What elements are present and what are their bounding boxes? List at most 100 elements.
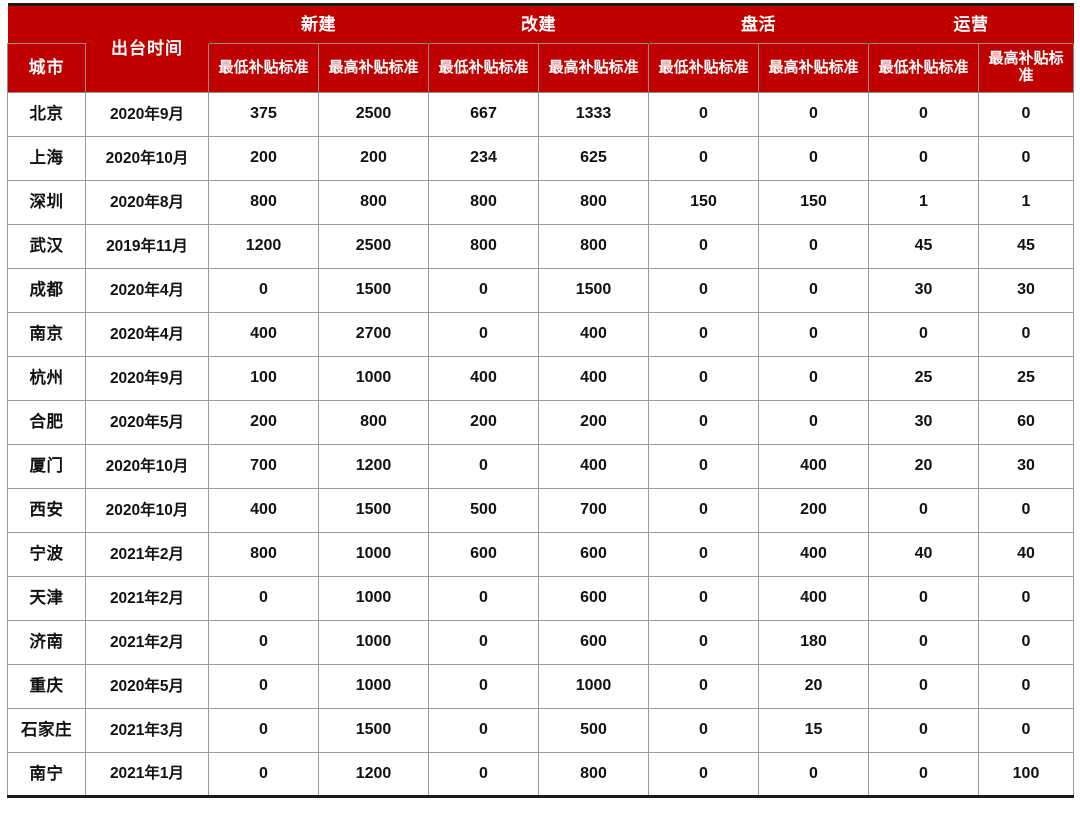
cell-value: 375 bbox=[208, 92, 319, 137]
city-subsidy-table: 出台时间 新建 改建 盘活 运营 城市 最低补贴标准 最高补贴标准 最低补贴标准… bbox=[7, 3, 1074, 798]
cell-value: 800 bbox=[208, 180, 319, 225]
cell-value: 600 bbox=[538, 620, 649, 665]
cell-value: 1200 bbox=[208, 224, 319, 269]
cell-date: 2020年5月 bbox=[85, 400, 209, 445]
cell-value: 1500 bbox=[538, 268, 649, 313]
cell-value: 400 bbox=[428, 356, 539, 401]
cell-value: 0 bbox=[868, 708, 979, 753]
cell-city: 重庆 bbox=[7, 664, 86, 709]
cell-value: 667 bbox=[428, 92, 539, 137]
cell-value: 0 bbox=[208, 664, 319, 709]
cell-value: 40 bbox=[868, 532, 979, 577]
cell-value: 0 bbox=[428, 664, 539, 709]
cell-value: 700 bbox=[208, 444, 319, 489]
cell-value: 200 bbox=[758, 488, 869, 533]
cell-city: 天津 bbox=[7, 576, 86, 621]
cell-value: 0 bbox=[208, 268, 319, 313]
cell-city: 南宁 bbox=[7, 752, 86, 797]
cell-value: 0 bbox=[978, 136, 1074, 181]
cell-value: 0 bbox=[648, 400, 759, 445]
cell-city: 成都 bbox=[7, 268, 86, 313]
cell-value: 0 bbox=[428, 620, 539, 665]
cell-value: 0 bbox=[978, 620, 1074, 665]
cell-value: 200 bbox=[318, 136, 429, 181]
cell-value: 0 bbox=[648, 92, 759, 137]
cell-value: 1333 bbox=[538, 92, 649, 137]
cell-value: 1200 bbox=[318, 752, 429, 797]
cell-value: 234 bbox=[428, 136, 539, 181]
cell-value: 0 bbox=[648, 356, 759, 401]
cell-value: 1200 bbox=[318, 444, 429, 489]
group-header-panhuo: 盘活 bbox=[648, 4, 869, 44]
cell-city: 厦门 bbox=[7, 444, 86, 489]
group-header-xinjian: 新建 bbox=[208, 4, 429, 44]
table-row: 上海 2020年10月 200 200 234 625 0 0 0 0 bbox=[7, 136, 1074, 181]
cell-city: 武汉 bbox=[7, 224, 86, 269]
group-header-row: 出台时间 新建 改建 盘活 运营 bbox=[7, 4, 1074, 93]
cell-date: 2021年2月 bbox=[85, 576, 209, 621]
sub-header-gaijian-min: 最低补贴标准 bbox=[428, 43, 539, 93]
sub-header-gaijian-max: 最高补贴标准 bbox=[538, 43, 649, 93]
cell-city: 杭州 bbox=[7, 356, 86, 401]
cell-value: 0 bbox=[758, 312, 869, 357]
cell-value: 30 bbox=[978, 444, 1074, 489]
cell-value: 0 bbox=[648, 268, 759, 313]
cell-value: 400 bbox=[538, 356, 649, 401]
cell-city: 合肥 bbox=[7, 400, 86, 445]
cell-value: 2700 bbox=[318, 312, 429, 357]
cell-value: 0 bbox=[648, 752, 759, 797]
cell-value: 0 bbox=[978, 312, 1074, 357]
cell-value: 25 bbox=[868, 356, 979, 401]
cell-value: 15 bbox=[758, 708, 869, 753]
header-city: 城市 bbox=[7, 43, 86, 93]
cell-date: 2020年10月 bbox=[85, 136, 209, 181]
cell-value: 600 bbox=[428, 532, 539, 577]
table-row: 合肥 2020年5月 200 800 200 200 0 0 30 60 bbox=[7, 400, 1074, 445]
cell-value: 1000 bbox=[318, 576, 429, 621]
cell-value: 1500 bbox=[318, 268, 429, 313]
table-row: 武汉 2019年11月 1200 2500 800 800 0 0 45 45 bbox=[7, 224, 1074, 269]
cell-value: 0 bbox=[648, 136, 759, 181]
cell-value: 500 bbox=[538, 708, 649, 753]
cell-value: 400 bbox=[758, 576, 869, 621]
cell-value: 0 bbox=[868, 664, 979, 709]
cell-value: 20 bbox=[758, 664, 869, 709]
cell-value: 0 bbox=[978, 664, 1074, 709]
cell-value: 0 bbox=[868, 576, 979, 621]
cell-value: 0 bbox=[208, 576, 319, 621]
cell-value: 1000 bbox=[318, 532, 429, 577]
cell-date: 2020年10月 bbox=[85, 488, 209, 533]
cell-value: 0 bbox=[648, 708, 759, 753]
cell-value: 40 bbox=[978, 532, 1074, 577]
table-row: 重庆 2020年5月 0 1000 0 1000 0 20 0 0 bbox=[7, 664, 1074, 709]
sub-header-panhuo-min: 最低补贴标准 bbox=[648, 43, 759, 93]
cell-value: 800 bbox=[208, 532, 319, 577]
cell-value: 0 bbox=[758, 136, 869, 181]
cell-value: 0 bbox=[758, 356, 869, 401]
cell-value: 200 bbox=[208, 400, 319, 445]
table-header: 出台时间 新建 改建 盘活 运营 城市 最低补贴标准 最高补贴标准 最低补贴标准… bbox=[7, 4, 1074, 93]
cell-value: 2500 bbox=[318, 92, 429, 137]
cell-value: 400 bbox=[758, 444, 869, 489]
cell-value: 400 bbox=[208, 488, 319, 533]
cell-date: 2021年2月 bbox=[85, 532, 209, 577]
cell-value: 0 bbox=[868, 136, 979, 181]
cell-value: 700 bbox=[538, 488, 649, 533]
cell-value: 150 bbox=[648, 180, 759, 225]
sub-header-row: 城市 最低补贴标准 最高补贴标准 最低补贴标准 最高补贴标准 最低补贴标准 最高… bbox=[7, 43, 1074, 93]
cell-value: 800 bbox=[428, 180, 539, 225]
cell-date: 2020年4月 bbox=[85, 312, 209, 357]
cell-value: 0 bbox=[428, 312, 539, 357]
cell-date: 2021年1月 bbox=[85, 752, 209, 797]
cell-value: 1500 bbox=[318, 708, 429, 753]
cell-city: 西安 bbox=[7, 488, 86, 533]
cell-value: 30 bbox=[868, 268, 979, 313]
cell-value: 0 bbox=[978, 576, 1074, 621]
cell-value: 400 bbox=[208, 312, 319, 357]
cell-value: 0 bbox=[868, 92, 979, 137]
cell-value: 0 bbox=[648, 444, 759, 489]
cell-value: 0 bbox=[978, 488, 1074, 533]
cell-date: 2020年9月 bbox=[85, 356, 209, 401]
cell-value: 0 bbox=[648, 224, 759, 269]
cell-value: 0 bbox=[428, 752, 539, 797]
